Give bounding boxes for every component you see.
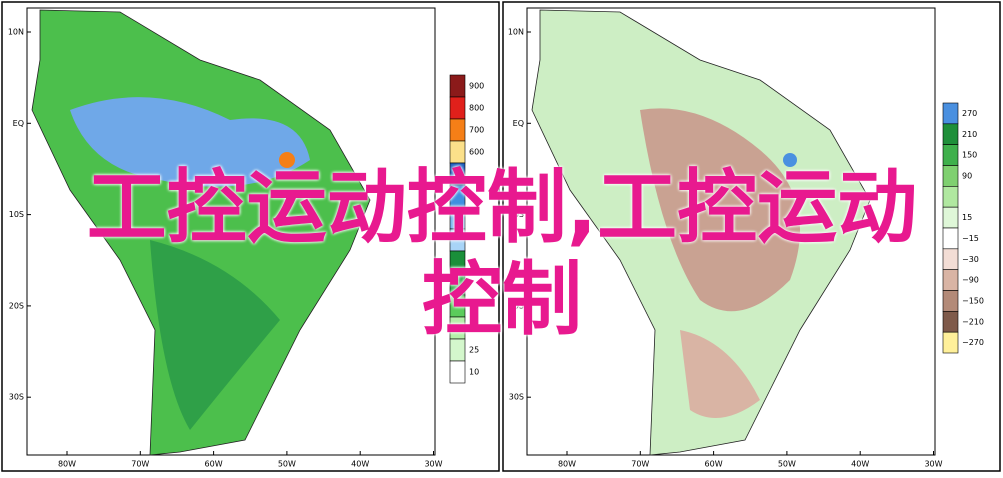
map-right [526,7,936,456]
lat-label: 10S [509,210,524,219]
legend-swatch [942,331,959,354]
legend-label: −210 [962,317,984,326]
legend-label: −15 [962,234,979,243]
overlay-title: 工控运动控制,工控运动控制 [86,161,918,346]
lon-label: 50W [278,460,296,469]
legend-label: −270 [962,338,984,347]
legend-label: 50 [469,324,479,333]
legend-swatch [449,118,466,142]
dry-region [640,108,800,312]
peak [783,153,797,167]
lon-label: 30W [424,460,442,469]
legend-label: −30 [962,255,979,264]
lon-label: 30W [924,460,942,469]
peak [279,152,295,168]
legend-label: 270 [962,109,977,118]
legend-swatch [942,123,959,145]
legend-swatch [449,140,466,164]
wet-region [150,240,280,430]
lon-label: 80W [58,460,76,469]
lat-label: 20S [9,301,24,310]
legend-label: 700 [469,126,484,135]
legend-label: 150 [962,151,977,160]
lon-label: 80W [558,460,576,469]
lat-label: 10N [8,28,24,37]
legend-label: 900 [469,82,484,91]
legend-label: −90 [962,276,979,285]
legend-label: 600 [469,148,484,157]
legend-swatch [942,102,959,125]
lon-label: 50W [778,460,796,469]
lon-label: 70W [131,460,149,469]
dry-region [680,330,760,418]
lon-label: 70W [631,460,649,469]
wet-region [70,97,310,187]
legend-label: 10 [469,368,479,377]
map-left [26,7,436,456]
lon-label: 60W [205,460,223,469]
lat-label: 10N [508,28,524,37]
legend-label: 90 [962,171,972,180]
lat-label: 20S [509,301,524,310]
lat-label: 30S [509,393,524,402]
legend-label: −150 [962,296,984,305]
legend-swatch [449,74,466,98]
lon-label: 60W [705,460,723,469]
lat-label: EQ [513,119,524,128]
lat-label: 30S [9,393,24,402]
legend-label: 800 [469,104,484,113]
legend-label: 15 [962,213,972,222]
lat-label: 10S [9,210,24,219]
lat-label: EQ [13,119,24,128]
legend-swatch [449,360,466,384]
legend-label: 25 [469,346,479,355]
legend-label: 210 [962,130,977,139]
lon-label: 40W [351,460,369,469]
legend-swatch [449,96,466,120]
lon-label: 40W [851,460,869,469]
